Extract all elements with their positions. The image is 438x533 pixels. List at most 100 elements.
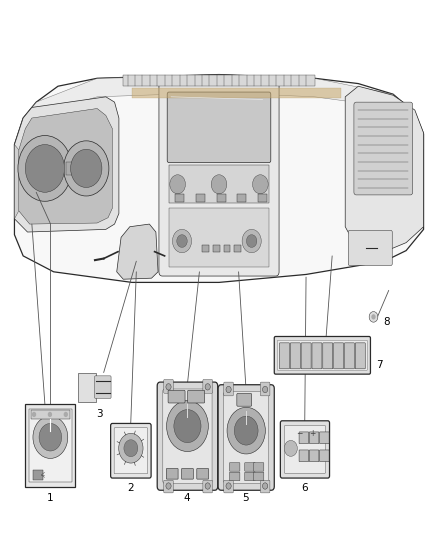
Bar bbox=[176, 194, 184, 202]
FancyBboxPatch shape bbox=[284, 425, 325, 473]
FancyBboxPatch shape bbox=[230, 463, 240, 471]
Circle shape bbox=[226, 386, 231, 393]
Bar bbox=[66, 162, 80, 175]
FancyBboxPatch shape bbox=[277, 340, 367, 370]
FancyBboxPatch shape bbox=[237, 393, 252, 406]
Text: 1: 1 bbox=[47, 494, 54, 504]
Circle shape bbox=[369, 312, 378, 322]
FancyBboxPatch shape bbox=[224, 480, 233, 493]
Polygon shape bbox=[345, 86, 424, 252]
Bar bbox=[31, 410, 70, 419]
FancyBboxPatch shape bbox=[245, 463, 255, 471]
FancyBboxPatch shape bbox=[245, 472, 255, 481]
FancyBboxPatch shape bbox=[253, 472, 264, 481]
FancyBboxPatch shape bbox=[274, 336, 371, 374]
Circle shape bbox=[33, 416, 68, 458]
Circle shape bbox=[166, 401, 208, 451]
Polygon shape bbox=[14, 75, 424, 282]
Circle shape bbox=[64, 412, 68, 417]
FancyBboxPatch shape bbox=[299, 450, 309, 462]
FancyBboxPatch shape bbox=[218, 385, 274, 490]
Text: 7: 7 bbox=[376, 360, 382, 369]
FancyBboxPatch shape bbox=[323, 343, 333, 369]
FancyBboxPatch shape bbox=[348, 230, 392, 265]
FancyBboxPatch shape bbox=[344, 343, 354, 369]
FancyBboxPatch shape bbox=[164, 379, 173, 393]
Bar bbox=[258, 194, 267, 202]
Circle shape bbox=[234, 416, 258, 445]
FancyBboxPatch shape bbox=[168, 390, 185, 403]
Circle shape bbox=[174, 409, 201, 442]
FancyBboxPatch shape bbox=[114, 427, 148, 474]
FancyBboxPatch shape bbox=[187, 390, 205, 403]
FancyBboxPatch shape bbox=[182, 469, 193, 479]
FancyBboxPatch shape bbox=[224, 392, 268, 483]
Polygon shape bbox=[14, 75, 424, 150]
Polygon shape bbox=[117, 224, 158, 279]
FancyBboxPatch shape bbox=[167, 92, 271, 163]
Circle shape bbox=[262, 483, 268, 489]
Circle shape bbox=[170, 175, 185, 194]
FancyBboxPatch shape bbox=[309, 432, 319, 443]
Text: 2: 2 bbox=[127, 483, 134, 493]
FancyBboxPatch shape bbox=[203, 379, 212, 393]
Circle shape bbox=[48, 412, 52, 417]
Circle shape bbox=[18, 135, 72, 201]
Bar bbox=[217, 194, 226, 202]
FancyBboxPatch shape bbox=[320, 450, 329, 462]
FancyBboxPatch shape bbox=[224, 382, 233, 396]
Circle shape bbox=[173, 229, 191, 253]
FancyBboxPatch shape bbox=[95, 376, 111, 398]
Circle shape bbox=[124, 440, 138, 457]
Text: 8: 8 bbox=[384, 317, 390, 327]
Circle shape bbox=[205, 483, 210, 489]
FancyBboxPatch shape bbox=[203, 480, 212, 493]
FancyBboxPatch shape bbox=[260, 382, 270, 396]
FancyBboxPatch shape bbox=[164, 480, 173, 493]
FancyBboxPatch shape bbox=[355, 343, 365, 369]
Bar bbox=[123, 75, 315, 86]
Text: 5: 5 bbox=[243, 494, 249, 504]
FancyBboxPatch shape bbox=[354, 102, 413, 195]
Circle shape bbox=[119, 433, 143, 463]
Text: 4: 4 bbox=[184, 494, 191, 504]
Bar bbox=[169, 165, 269, 203]
Polygon shape bbox=[14, 97, 119, 232]
Circle shape bbox=[247, 235, 257, 247]
Circle shape bbox=[284, 440, 297, 456]
Text: +: + bbox=[309, 429, 316, 438]
Circle shape bbox=[166, 483, 171, 489]
Bar bbox=[132, 88, 341, 98]
FancyBboxPatch shape bbox=[230, 472, 240, 481]
FancyBboxPatch shape bbox=[309, 450, 319, 462]
Circle shape bbox=[25, 144, 64, 192]
FancyBboxPatch shape bbox=[312, 343, 322, 369]
FancyBboxPatch shape bbox=[301, 343, 311, 369]
Bar bbox=[202, 245, 209, 252]
FancyBboxPatch shape bbox=[159, 82, 279, 276]
FancyBboxPatch shape bbox=[25, 405, 75, 487]
Polygon shape bbox=[14, 144, 19, 219]
FancyBboxPatch shape bbox=[280, 421, 329, 478]
FancyBboxPatch shape bbox=[253, 463, 264, 471]
Bar bbox=[213, 245, 219, 252]
Circle shape bbox=[166, 384, 171, 390]
Circle shape bbox=[64, 141, 109, 196]
Text: −: − bbox=[297, 429, 303, 438]
Bar bbox=[169, 208, 269, 266]
FancyBboxPatch shape bbox=[197, 469, 208, 479]
FancyBboxPatch shape bbox=[163, 389, 212, 483]
Circle shape bbox=[205, 384, 210, 390]
Text: 6: 6 bbox=[301, 483, 308, 493]
FancyBboxPatch shape bbox=[299, 432, 309, 443]
Bar bbox=[33, 470, 43, 480]
Circle shape bbox=[211, 175, 227, 194]
Circle shape bbox=[227, 407, 265, 454]
Circle shape bbox=[32, 412, 36, 417]
Circle shape bbox=[177, 235, 187, 247]
Circle shape bbox=[71, 149, 102, 188]
Polygon shape bbox=[19, 109, 113, 224]
FancyBboxPatch shape bbox=[29, 409, 72, 482]
Circle shape bbox=[371, 314, 376, 319]
Circle shape bbox=[226, 483, 231, 489]
